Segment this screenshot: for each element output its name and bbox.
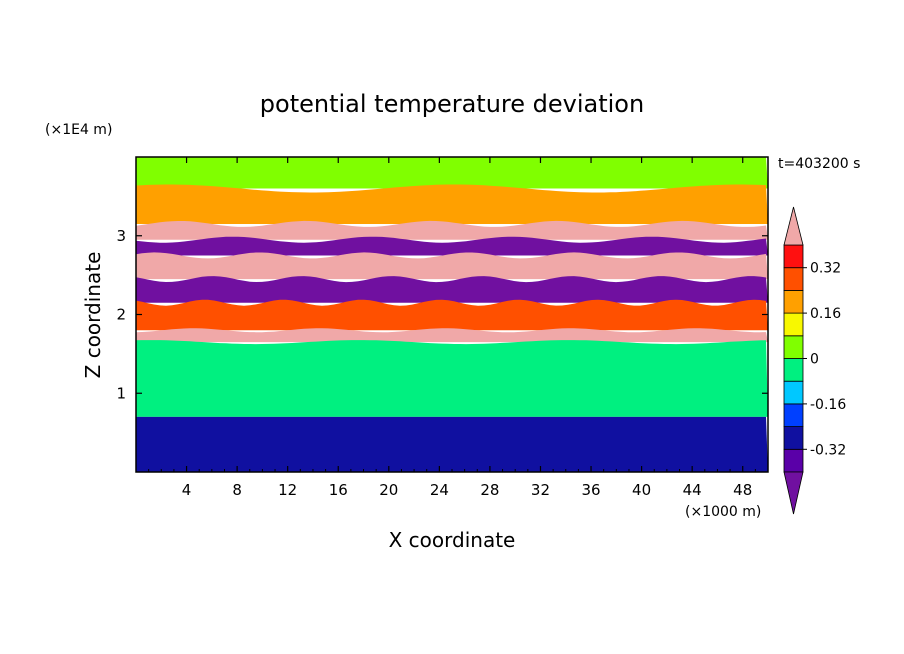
- x-tick-label: 36: [581, 481, 600, 499]
- field-layer-1: [136, 184, 768, 224]
- y-tick-label: 1: [116, 384, 126, 402]
- colorbar-label: -0.32: [810, 442, 846, 458]
- field-layer-6: [136, 299, 768, 331]
- x-axis-ticks: 4 8 12 16 20 24 28 32 36 40 44 48: [148, 157, 756, 499]
- chart-title: potential temperature deviation: [260, 90, 644, 118]
- colorbar-band-1: [783, 426, 804, 450]
- colorbar-band-4: [783, 358, 804, 382]
- colorbar-band-7: [783, 289, 804, 314]
- colorbar-band-6: [783, 312, 804, 337]
- x-axis-unit: (×1000 m): [685, 504, 761, 520]
- colorbar-label: 0.32: [810, 261, 841, 277]
- x-tick-label: 16: [329, 481, 348, 499]
- colorbar-over-arrow: [783, 206, 804, 246]
- field-layer-7: [136, 328, 768, 343]
- colorbar-under-arrow: [783, 471, 804, 515]
- y-axis-label: Z coordinate: [81, 252, 105, 379]
- x-tick-label: 28: [480, 481, 499, 499]
- x-tick-label: 8: [232, 481, 242, 499]
- field-layer-4: [136, 252, 768, 280]
- colorbar-band-2: [783, 403, 804, 427]
- colorbar-labels: 0.32 0.16 0 -0.16 -0.32: [803, 261, 846, 458]
- x-axis-label: X coordinate: [389, 528, 516, 552]
- x-tick-label: 40: [632, 481, 651, 499]
- colorbar-label: 0: [810, 352, 819, 368]
- y-axis-unit: (×1E4 m): [45, 122, 112, 138]
- x-tick-label: 48: [733, 481, 752, 499]
- colorbar-band-0: [783, 448, 804, 473]
- time-label: t=403200 s: [778, 156, 860, 172]
- y-tick-label: 2: [116, 306, 126, 324]
- field-layer-9: [136, 416, 768, 472]
- colorbar: [783, 206, 804, 515]
- field-layer-3: [136, 236, 768, 256]
- y-axis-ticks: 1 2 3: [116, 227, 768, 402]
- colorbar-band-5: [783, 335, 804, 359]
- x-tick-label: 12: [278, 481, 297, 499]
- x-tick-label: 20: [379, 481, 398, 499]
- colorbar-band-3: [783, 380, 804, 405]
- colorbar-band-8: [783, 267, 804, 291]
- field-layer-5: [136, 276, 768, 303]
- x-tick-label: 32: [531, 481, 550, 499]
- field-layer-8: [136, 340, 768, 417]
- field-layer-0: [136, 157, 768, 189]
- y-tick-label: 3: [116, 227, 126, 245]
- x-tick-label: 44: [683, 481, 702, 499]
- x-tick-label: 24: [430, 481, 449, 499]
- colorbar-label: -0.16: [810, 397, 846, 413]
- colorbar-label: 0.16: [810, 306, 841, 322]
- x-tick-label: 4: [182, 481, 192, 499]
- colorbar-band-9: [783, 244, 804, 269]
- contour-field: [136, 157, 768, 472]
- field-layer-2: [136, 220, 768, 240]
